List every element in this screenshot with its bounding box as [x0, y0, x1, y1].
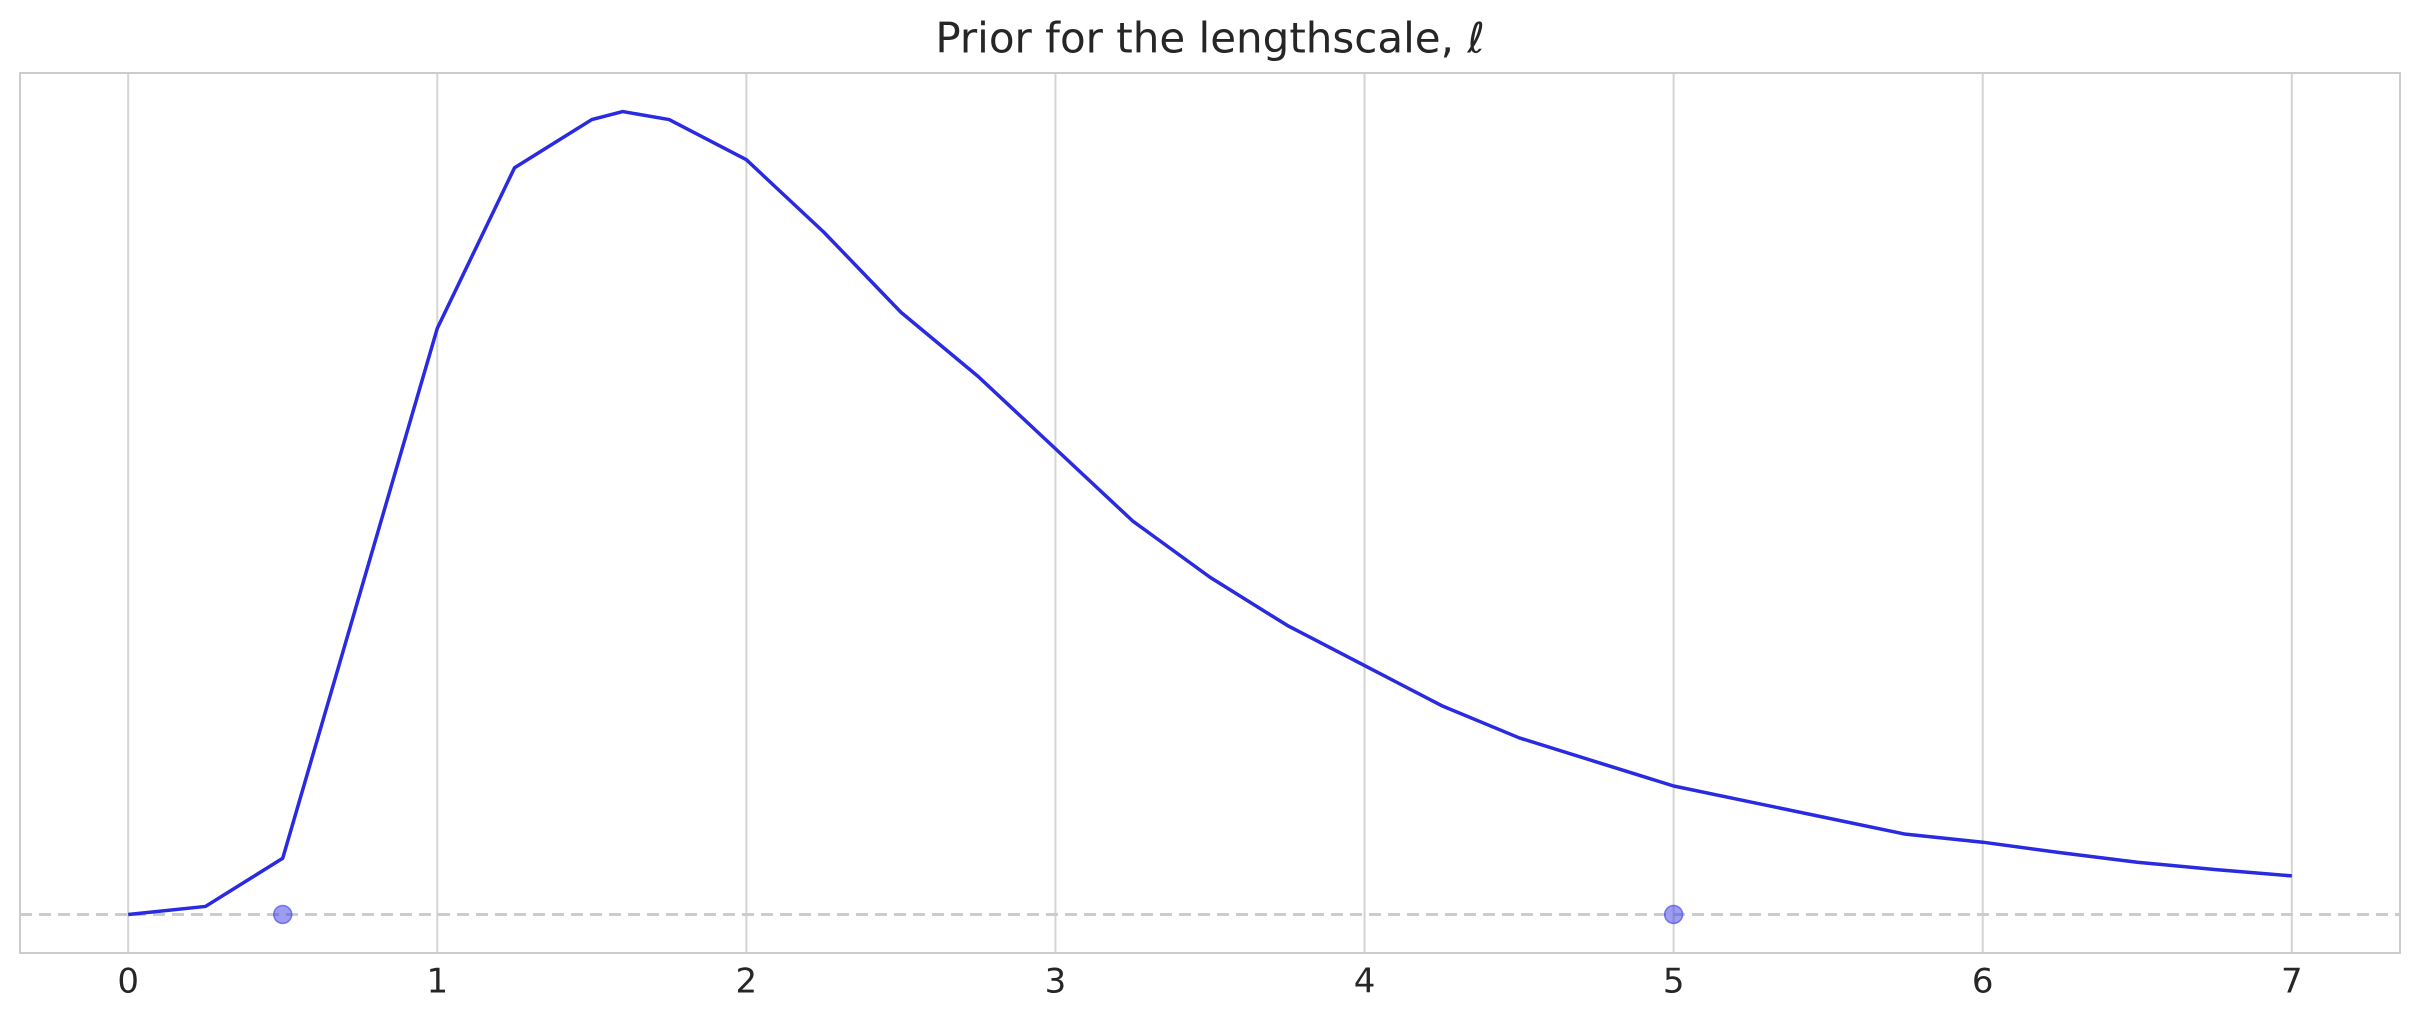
x-tick-label: 1	[426, 962, 448, 1002]
x-tick-label: 0	[117, 962, 139, 1002]
sample-point	[1663, 904, 1684, 925]
plot-frame	[19, 72, 2401, 954]
chart-title: Prior for the lengthscale, ℓ	[935, 14, 1484, 63]
sample-point	[272, 904, 293, 925]
density-line	[128, 109, 2292, 917]
x-tick-label: 6	[1972, 962, 1994, 1002]
x-tick-label: 3	[1045, 962, 1067, 1002]
x-tick-label: 5	[1663, 962, 1685, 1002]
x-tick-label: 7	[2281, 962, 2303, 1002]
x-tick-label: 4	[1354, 962, 1376, 1002]
x-tick-label: 2	[736, 962, 758, 1002]
